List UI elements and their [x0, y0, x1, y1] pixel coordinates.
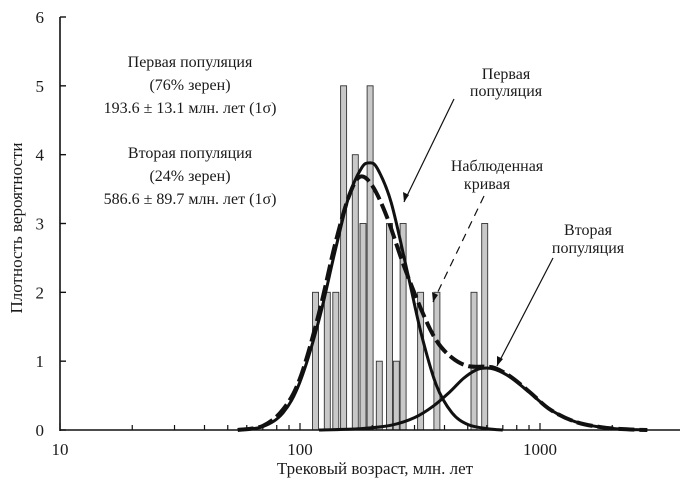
- x-tick-label: 100: [287, 440, 313, 459]
- histogram-bars: [312, 85, 489, 431]
- arrow-line: [403, 98, 455, 203]
- observed-curve: [237, 174, 648, 432]
- histogram-bar: [433, 291, 441, 431]
- histogram-bar: [375, 360, 383, 431]
- arrowhead-icon: [432, 292, 438, 302]
- y-tick-label: 5: [36, 77, 45, 96]
- y-tick-label: 3: [36, 215, 45, 234]
- first-population-stats: Первая популяция (76% зерен) 193.6 ± 13.…: [104, 54, 277, 117]
- histogram-bar: [392, 360, 400, 431]
- density-curves: [237, 161, 648, 432]
- arrow-line: [496, 257, 554, 367]
- histogram-bar: [470, 291, 478, 431]
- annotation-line: Первая: [482, 66, 531, 83]
- y-tick-label: 4: [36, 146, 45, 165]
- x-tick-label: 10: [52, 440, 69, 459]
- y-tick-label: 2: [36, 283, 45, 302]
- y-tick-label: 0: [36, 421, 45, 440]
- annotation-line: 586.6 ± 89.7 млн. лет (1σ): [104, 191, 277, 208]
- arrowhead-icon: [403, 192, 409, 202]
- annotation-line: Наблюденная: [451, 158, 544, 175]
- annotation-line: Первая популяция: [128, 54, 253, 71]
- x-axis-title: Трековый возраст, млн. лет: [277, 459, 474, 478]
- histogram-bar: [366, 85, 374, 431]
- y-tick-label: 1: [36, 352, 45, 371]
- annotation-line: популяция: [552, 240, 625, 257]
- annotation-line: Вторая: [564, 222, 613, 239]
- y-tick-label: 6: [36, 8, 45, 27]
- annotation-line: (76% зерен): [149, 77, 230, 94]
- observed-curve-label: Наблюденная кривая: [432, 158, 544, 303]
- first-population-curve: [237, 161, 503, 432]
- annotation-line: Вторая популяция: [128, 145, 253, 162]
- second-population-label: Вторая популяция: [496, 222, 625, 367]
- arrowhead-icon: [497, 356, 503, 366]
- histogram-bar: [323, 291, 331, 431]
- annotation-line: 193.6 ± 13.1 млн. лет (1σ): [104, 100, 277, 117]
- annotation-line: кривая: [464, 176, 511, 193]
- first-population-label: Первая популяция: [403, 66, 543, 203]
- histogram-bar: [359, 223, 367, 431]
- second-population-stats: Вторая популяция (24% зерен) 586.6 ± 89.…: [104, 145, 277, 208]
- histogram-bar: [386, 223, 393, 431]
- annotation-line: популяция: [470, 83, 543, 100]
- y-axis-ticks: 0 1 2 3 4 5 6: [36, 8, 66, 440]
- histogram-bar: [351, 154, 359, 431]
- x-axis-ticks: 10 100 1000: [52, 423, 613, 459]
- histogram-bar: [481, 223, 489, 431]
- histogram-bar: [340, 85, 348, 431]
- histogram-bar: [332, 291, 340, 431]
- x-tick-label: 1000: [523, 440, 557, 459]
- y-axis-title: Плотность вероятности: [7, 143, 26, 314]
- arrow-line: [432, 195, 485, 303]
- annotation-line: (24% зерен): [149, 168, 230, 185]
